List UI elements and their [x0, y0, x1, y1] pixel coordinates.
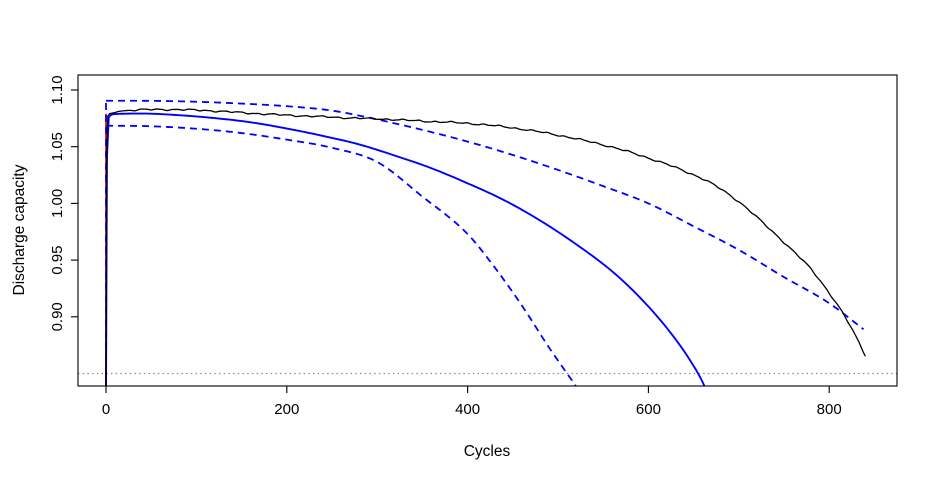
- x-tick-label: 200: [274, 401, 299, 418]
- series-observed-capacity: [105, 108, 866, 386]
- x-axis-title: Cycles: [464, 443, 511, 460]
- series-predicted-mean: [105, 112, 706, 386]
- x-tick-label: 600: [636, 401, 661, 418]
- y-axis-title: Discharge capacity: [11, 164, 28, 295]
- series-prediction-interval-upper: [106, 99, 865, 331]
- plot-lines-layer: [78, 99, 897, 386]
- series-prediction-interval-lower: [106, 124, 577, 386]
- y-tick-label: 1.05: [49, 132, 66, 161]
- x-tick-label: 800: [817, 401, 842, 418]
- x-tick-label: 0: [102, 401, 110, 418]
- x-tick-label: 400: [455, 401, 480, 418]
- axes-layer: 0 200 400 600 800 0.90 0.95 1.00 1.05 1.10: [49, 75, 842, 418]
- y-tick-label: 0.95: [49, 246, 66, 275]
- y-tick-label: 0.90: [49, 302, 66, 331]
- y-tick-label: 1.10: [49, 75, 66, 104]
- plot-border-box: [77, 74, 898, 387]
- y-tick-label: 1.00: [49, 189, 66, 218]
